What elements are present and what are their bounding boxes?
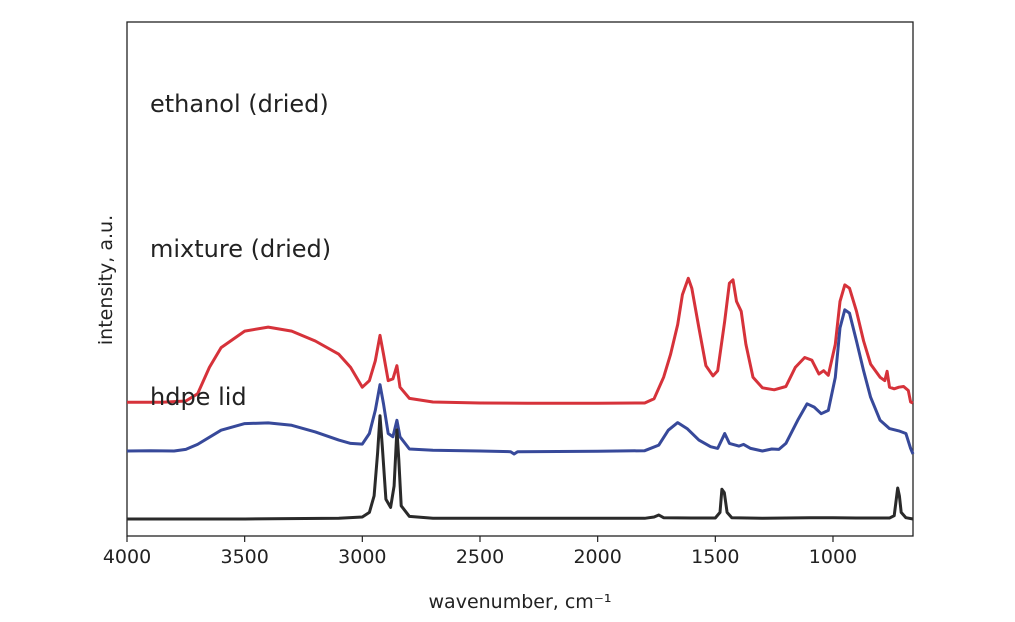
x-tick-label: 3000 <box>338 546 386 568</box>
x-tick-label: 3500 <box>220 546 268 568</box>
series-label-2: mixture (dried) <box>150 235 331 263</box>
x-axis-ticks: 4000 3500 3000 2500 2000 1500 1000 <box>103 536 857 568</box>
series-line-2 <box>126 308 915 456</box>
series-line-1 <box>127 276 914 405</box>
series-labels: ethanol (dried) mixture (dried) hdpe lid <box>150 90 331 411</box>
x-tick-label: 1000 <box>809 546 857 568</box>
x-tick-label: 2000 <box>573 546 621 568</box>
series-label-1: ethanol (dried) <box>150 90 329 118</box>
y-axis-label: intensity, a.u. <box>95 215 117 345</box>
x-tick-label: 2500 <box>456 546 504 568</box>
series-group <box>126 276 915 521</box>
x-tick-label: 1500 <box>691 546 739 568</box>
x-tick-label: 4000 <box>103 546 151 568</box>
plot-frame <box>126 21 914 537</box>
x-axis-label: wavenumber, cm⁻¹ <box>429 591 612 613</box>
series-line-3 <box>127 414 914 521</box>
series-label-3: hdpe lid <box>150 383 247 411</box>
